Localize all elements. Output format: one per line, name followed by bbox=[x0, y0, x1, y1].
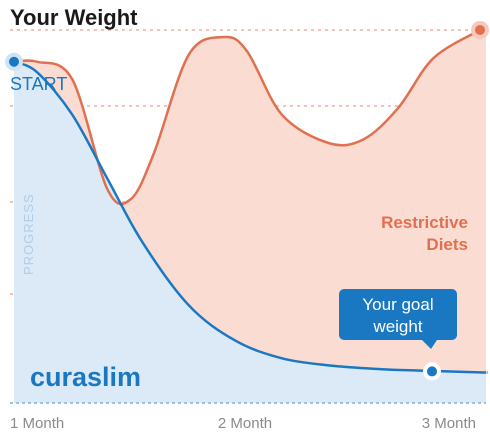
x-tick-3-month: 3 Month bbox=[422, 415, 476, 432]
curaslim-area bbox=[14, 61, 487, 404]
curaslim-brand-label: curaslim bbox=[30, 362, 141, 392]
start-point-marker bbox=[9, 56, 19, 67]
restrictive-label-line-2: Diets bbox=[426, 235, 468, 254]
chart-title: Your Weight bbox=[10, 5, 138, 30]
restrictive-diets-line bbox=[13, 28, 481, 206]
curaslim-line bbox=[13, 60, 488, 374]
restrictive-label-line-1: Restrictive bbox=[381, 213, 468, 232]
start-label: START bbox=[10, 74, 67, 94]
x-tick-1-month: 1 Month bbox=[10, 415, 64, 432]
y-axis-label: PROGRESS bbox=[21, 193, 36, 275]
goal-weight-callout: Your goal weight bbox=[339, 289, 457, 349]
goal-weight-marker bbox=[427, 366, 437, 377]
callout-pointer bbox=[422, 340, 437, 349]
markers bbox=[5, 21, 489, 381]
restrictive-end-marker bbox=[475, 25, 485, 35]
x-tick-2-month: 2 Month bbox=[218, 415, 272, 432]
callout-box bbox=[339, 289, 457, 340]
callout-line-2: weight bbox=[372, 317, 422, 336]
callout-line-1: Your goal bbox=[362, 295, 433, 314]
